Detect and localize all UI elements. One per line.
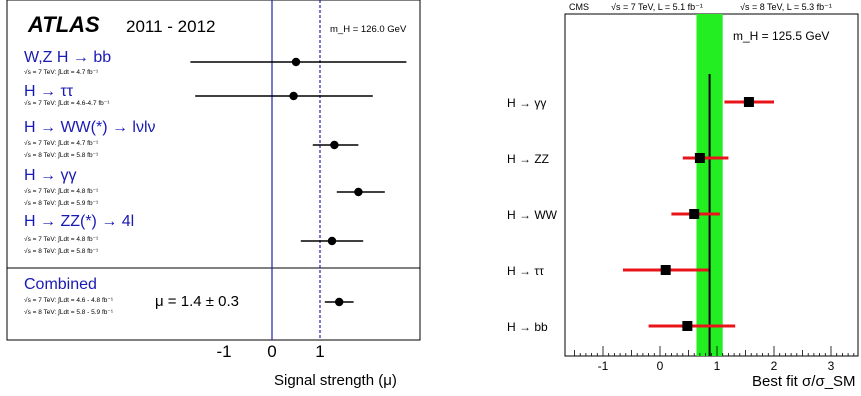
cms-channel-label: H → γγ <box>507 96 546 110</box>
cms-panel: CMS √s = 7 TeV, L = 5.1 fb⁻¹ √s = 8 TeV,… <box>507 2 859 390</box>
atlas-combined-label: Combined <box>24 276 97 293</box>
cms-tick-label: 0 <box>657 359 664 373</box>
atlas-best-fit-point <box>330 140 339 150</box>
atlas-tick-label: 1 <box>315 342 324 361</box>
atlas-best-fit-point <box>327 236 337 246</box>
atlas-combined-point <box>335 297 344 307</box>
atlas-years: 2011 - 2012 <box>126 17 215 36</box>
atlas-best-fit-point <box>354 187 363 197</box>
atlas-best-fit-point <box>291 57 301 67</box>
cms-tick-label: 2 <box>771 359 778 373</box>
cms-header-lumi-7tev: √s = 7 TeV, L = 5.1 fb⁻¹ <box>611 2 703 12</box>
cms-best-fit-marker <box>689 209 700 219</box>
atlas-channel-lumi: √s = 7 TeV: ∫Ldt = 4.8 fb⁻¹ <box>24 187 99 195</box>
atlas-mass-label: m_H = 126.0 GeV <box>330 24 407 35</box>
atlas-channel-label: H → ZZ(*) → 4l <box>24 213 134 230</box>
atlas-frame <box>6 0 421 341</box>
atlas-channel-lumi: √s = 7 TeV: ∫Ldt = 4.8 fb⁻¹ <box>24 235 99 243</box>
cms-header-experiment: CMS <box>569 2 589 12</box>
cms-best-fit-marker <box>743 97 754 107</box>
cms-axis: -1 0 1 2 3 <box>574 346 855 373</box>
atlas-combined-mu-text: μ = 1.4 ± 0.3 <box>155 293 239 310</box>
cms-channel-label: H → ττ <box>507 264 544 278</box>
atlas-channel-label: W,Z H → bb <box>24 49 111 66</box>
atlas-x-axis-label: Signal strength (μ) <box>274 372 397 389</box>
atlas-channel-lumi: √s = 7 TeV: ∫Ldt = 4.7 fb⁻¹ <box>24 68 99 76</box>
atlas-channel-lumi: √s = 7 TeV: ∫Ldt = 4.6-4.7 fb⁻¹ <box>24 99 110 107</box>
atlas-channel-lumi: √s = 7 TeV: ∫Ldt = 4.7 fb⁻¹ <box>24 139 99 147</box>
atlas-channel-label: H → WW(*) → lνlν <box>24 119 156 136</box>
cms-tick-label: 3 <box>828 359 835 373</box>
cms-header-lumi-8tev: √s = 8 TeV, L = 5.3 fb⁻¹ <box>740 2 832 12</box>
atlas-combined-lumi: √s = 8 TeV: ∫Ldt = 5.8 - 5.9 fb⁻¹ <box>24 308 114 316</box>
atlas-tick-label: 0 <box>267 342 276 361</box>
cms-rows: H → γγ H → ZZ H → WW H → ττ H → bb <box>507 96 774 334</box>
atlas-channel-label: H → ττ <box>24 83 74 100</box>
atlas-channel-lumi: √s = 8 TeV: ∫Ldt = 5.8 fb⁻¹ <box>24 247 99 255</box>
cms-best-fit-marker <box>660 265 671 275</box>
atlas-rows: W,Z H → bb √s = 7 TeV: ∫Ldt = 4.7 fb⁻¹ H →… <box>24 49 239 316</box>
atlas-channel-label: H → γγ <box>24 167 76 184</box>
atlas-panel: ATLAS 2011 - 2012 m_H = 126.0 GeV W,Z H … <box>6 0 421 389</box>
atlas-marks <box>190 0 407 340</box>
cms-best-fit-marker <box>682 321 693 331</box>
cms-tick-label: 1 <box>714 359 721 373</box>
atlas-channel-lumi: √s = 8 TeV: ∫Ldt = 5.8 fb⁻¹ <box>24 151 99 159</box>
atlas-combined-lumi: √s = 7 TeV: ∫Ldt = 4.6 - 4.8 fb⁻¹ <box>24 296 114 304</box>
cms-best-fit-marker <box>694 153 705 163</box>
cms-channel-label: H → WW <box>507 208 558 222</box>
cms-channel-label: H → bb <box>507 320 548 334</box>
cms-tick-label: -1 <box>598 359 609 373</box>
cms-mass-label: m_H = 125.5 GeV <box>733 29 829 43</box>
atlas-tick-label: -1 <box>216 342 231 361</box>
atlas-logo: ATLAS <box>27 12 100 37</box>
cms-x-axis-label: Best fit σ/σ_SM <box>752 373 856 390</box>
cms-channel-label: H → ZZ <box>507 152 549 166</box>
atlas-channel-lumi: √s = 8 TeV: ∫Ldt = 5.9 fb⁻¹ <box>24 199 99 207</box>
atlas-best-fit-point <box>289 91 298 101</box>
atlas-tick-labels: -1 0 1 <box>216 342 324 361</box>
